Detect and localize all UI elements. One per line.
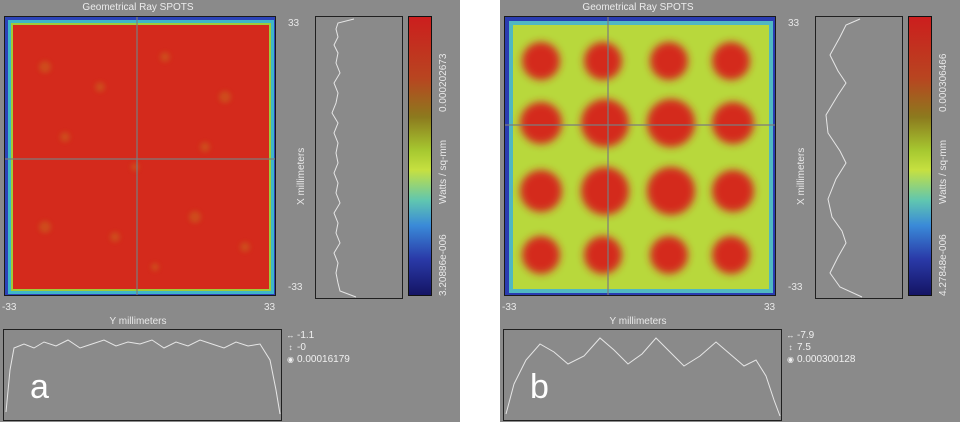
horizontal-profile: b — [503, 329, 782, 421]
x-axis-label: Y millimeters — [609, 316, 667, 327]
axis-top-right-label: 33 — [288, 18, 300, 29]
irradiance-map-svg — [5, 17, 275, 295]
axis-bottom-right-label: 33 — [764, 302, 776, 313]
readout-value: ◉ 0.000300128 — [786, 354, 855, 365]
map-hot-region — [13, 25, 269, 289]
spot — [520, 170, 562, 212]
horizontal-arrows-icon: ↔ — [786, 331, 795, 340]
target-icon: ◉ — [787, 355, 794, 364]
spot — [647, 167, 695, 215]
spot — [650, 236, 688, 274]
spot-grid — [520, 42, 754, 274]
axis-right-bottom-label: -33 — [288, 282, 303, 293]
panel-a: Geometrical Ray SPOTS 33 -33 -33 33 Y m — [0, 0, 460, 422]
target-icon: ◉ — [287, 355, 294, 364]
spot — [584, 42, 622, 80]
y-axis-label: X millimeters — [796, 147, 807, 205]
panel-letter: b — [530, 368, 549, 406]
colorbar-max-label: 0.000306466 — [938, 53, 949, 112]
readout-value-text: 0.000300128 — [797, 354, 856, 365]
spot — [522, 42, 560, 80]
vertical-arrows-icon: ↕ — [288, 343, 293, 352]
horizontal-profile-line — [5, 339, 281, 415]
horizontal-arrows-icon: ↔ — [286, 331, 295, 340]
colorbar-unit-label: Watts / sq-mm — [438, 139, 449, 204]
readout-x-value: -7.9 — [797, 330, 815, 341]
panel-letter: a — [30, 368, 49, 406]
spot — [712, 42, 750, 80]
colorbar — [408, 16, 432, 296]
spot — [712, 236, 750, 274]
horizontal-profile: a — [3, 329, 282, 421]
readout-value-text: 0.00016179 — [297, 354, 350, 365]
irradiance-map[interactable] — [504, 16, 776, 296]
spot — [650, 42, 688, 80]
irradiance-map-svg — [505, 17, 775, 295]
spot — [522, 236, 560, 274]
spot — [520, 102, 562, 144]
axis-bottom-left-label: -33 — [502, 302, 517, 313]
x-axis-label: Y millimeters — [109, 316, 167, 327]
panel-b: Geometrical Ray SPOTS — [500, 0, 960, 422]
colorbar-unit-label: Watts / sq-mm — [938, 139, 949, 204]
readout-y-value: 7.5 — [797, 342, 811, 353]
vertical-profile-line — [825, 18, 863, 298]
axis-right-bottom-label: -33 — [788, 282, 803, 293]
irradiance-map[interactable] — [4, 16, 276, 296]
readout-y: ↕ -0 — [286, 342, 306, 353]
colorbar-min-label: 4.27848e-006 — [938, 234, 949, 296]
map-texture — [39, 52, 250, 271]
vertical-profile — [815, 16, 903, 299]
axis-bottom-left-label: -33 — [2, 302, 17, 313]
map-title: Geometrical Ray SPOTS — [82, 2, 194, 13]
spot — [581, 167, 629, 215]
axis-top-right-label: 33 — [788, 18, 800, 29]
spot — [647, 99, 695, 147]
y-axis-label: X millimeters — [296, 147, 307, 205]
spot — [712, 102, 754, 144]
vertical-arrows-icon: ↕ — [788, 343, 793, 352]
readout-x-value: -1.1 — [297, 330, 315, 341]
horizontal-profile-svg — [5, 339, 281, 415]
spot — [584, 236, 622, 274]
map-title: Geometrical Ray SPOTS — [582, 2, 694, 13]
colorbar — [908, 16, 932, 296]
spot — [712, 170, 754, 212]
vertical-profile-svg — [331, 18, 357, 298]
vertical-profile-line — [331, 18, 357, 298]
readout-x: ↔ -1.1 — [286, 330, 315, 341]
spot — [581, 99, 629, 147]
readout-x: ↔ -7.9 — [786, 330, 815, 341]
colorbar-min-label: 3.20886e-006 — [438, 234, 449, 296]
vertical-profile — [315, 16, 403, 299]
horizontal-profile-svg — [505, 337, 781, 417]
readout-y-value: -0 — [297, 342, 306, 353]
readout-y: ↕ 7.5 — [786, 342, 811, 353]
axis-bottom-right-label: 33 — [264, 302, 276, 313]
horizontal-profile-line — [505, 337, 781, 417]
readout-value: ◉ 0.00016179 — [286, 354, 350, 365]
colorbar-max-label: 0.000202673 — [438, 53, 449, 112]
vertical-profile-svg — [825, 18, 863, 298]
